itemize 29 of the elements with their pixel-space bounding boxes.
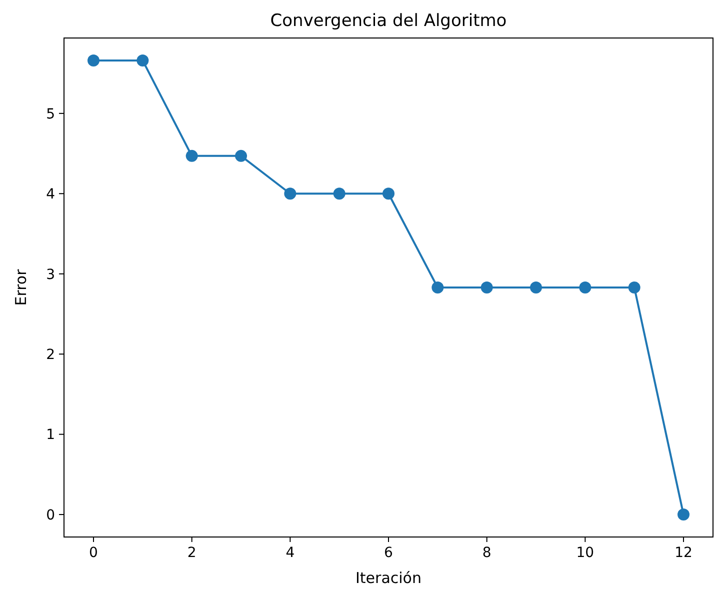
x-tick-label: 8 xyxy=(482,545,492,561)
x-tick-label: 6 xyxy=(384,545,394,561)
y-tick-label: 1 xyxy=(46,427,55,444)
point xyxy=(136,54,149,66)
point xyxy=(382,188,394,200)
x-tick-label: 12 xyxy=(674,545,692,561)
point xyxy=(284,188,296,200)
x-tick-label: 0 xyxy=(89,545,98,561)
y-tick-label: 3 xyxy=(46,266,55,283)
point xyxy=(678,508,690,521)
point xyxy=(88,54,100,66)
y-tick-label: 5 xyxy=(46,106,55,122)
point xyxy=(628,282,640,294)
point xyxy=(235,150,247,162)
point xyxy=(432,282,444,294)
point xyxy=(579,282,592,294)
y-tick-label: 2 xyxy=(46,346,55,363)
point xyxy=(480,282,493,294)
x-tick-label: 4 xyxy=(286,545,295,561)
chart-title: Convergencia del Algoritmo xyxy=(270,11,507,31)
y-axis-title: Error xyxy=(12,268,30,306)
x-tick-label: 2 xyxy=(187,545,196,561)
point xyxy=(530,282,542,294)
point xyxy=(333,188,346,200)
point xyxy=(186,150,198,162)
y-tick-label: 4 xyxy=(46,186,56,203)
x-tick-label: 10 xyxy=(576,545,594,561)
x-axis-title: Iteración xyxy=(356,569,422,587)
y-tick-label: 0 xyxy=(46,507,55,524)
